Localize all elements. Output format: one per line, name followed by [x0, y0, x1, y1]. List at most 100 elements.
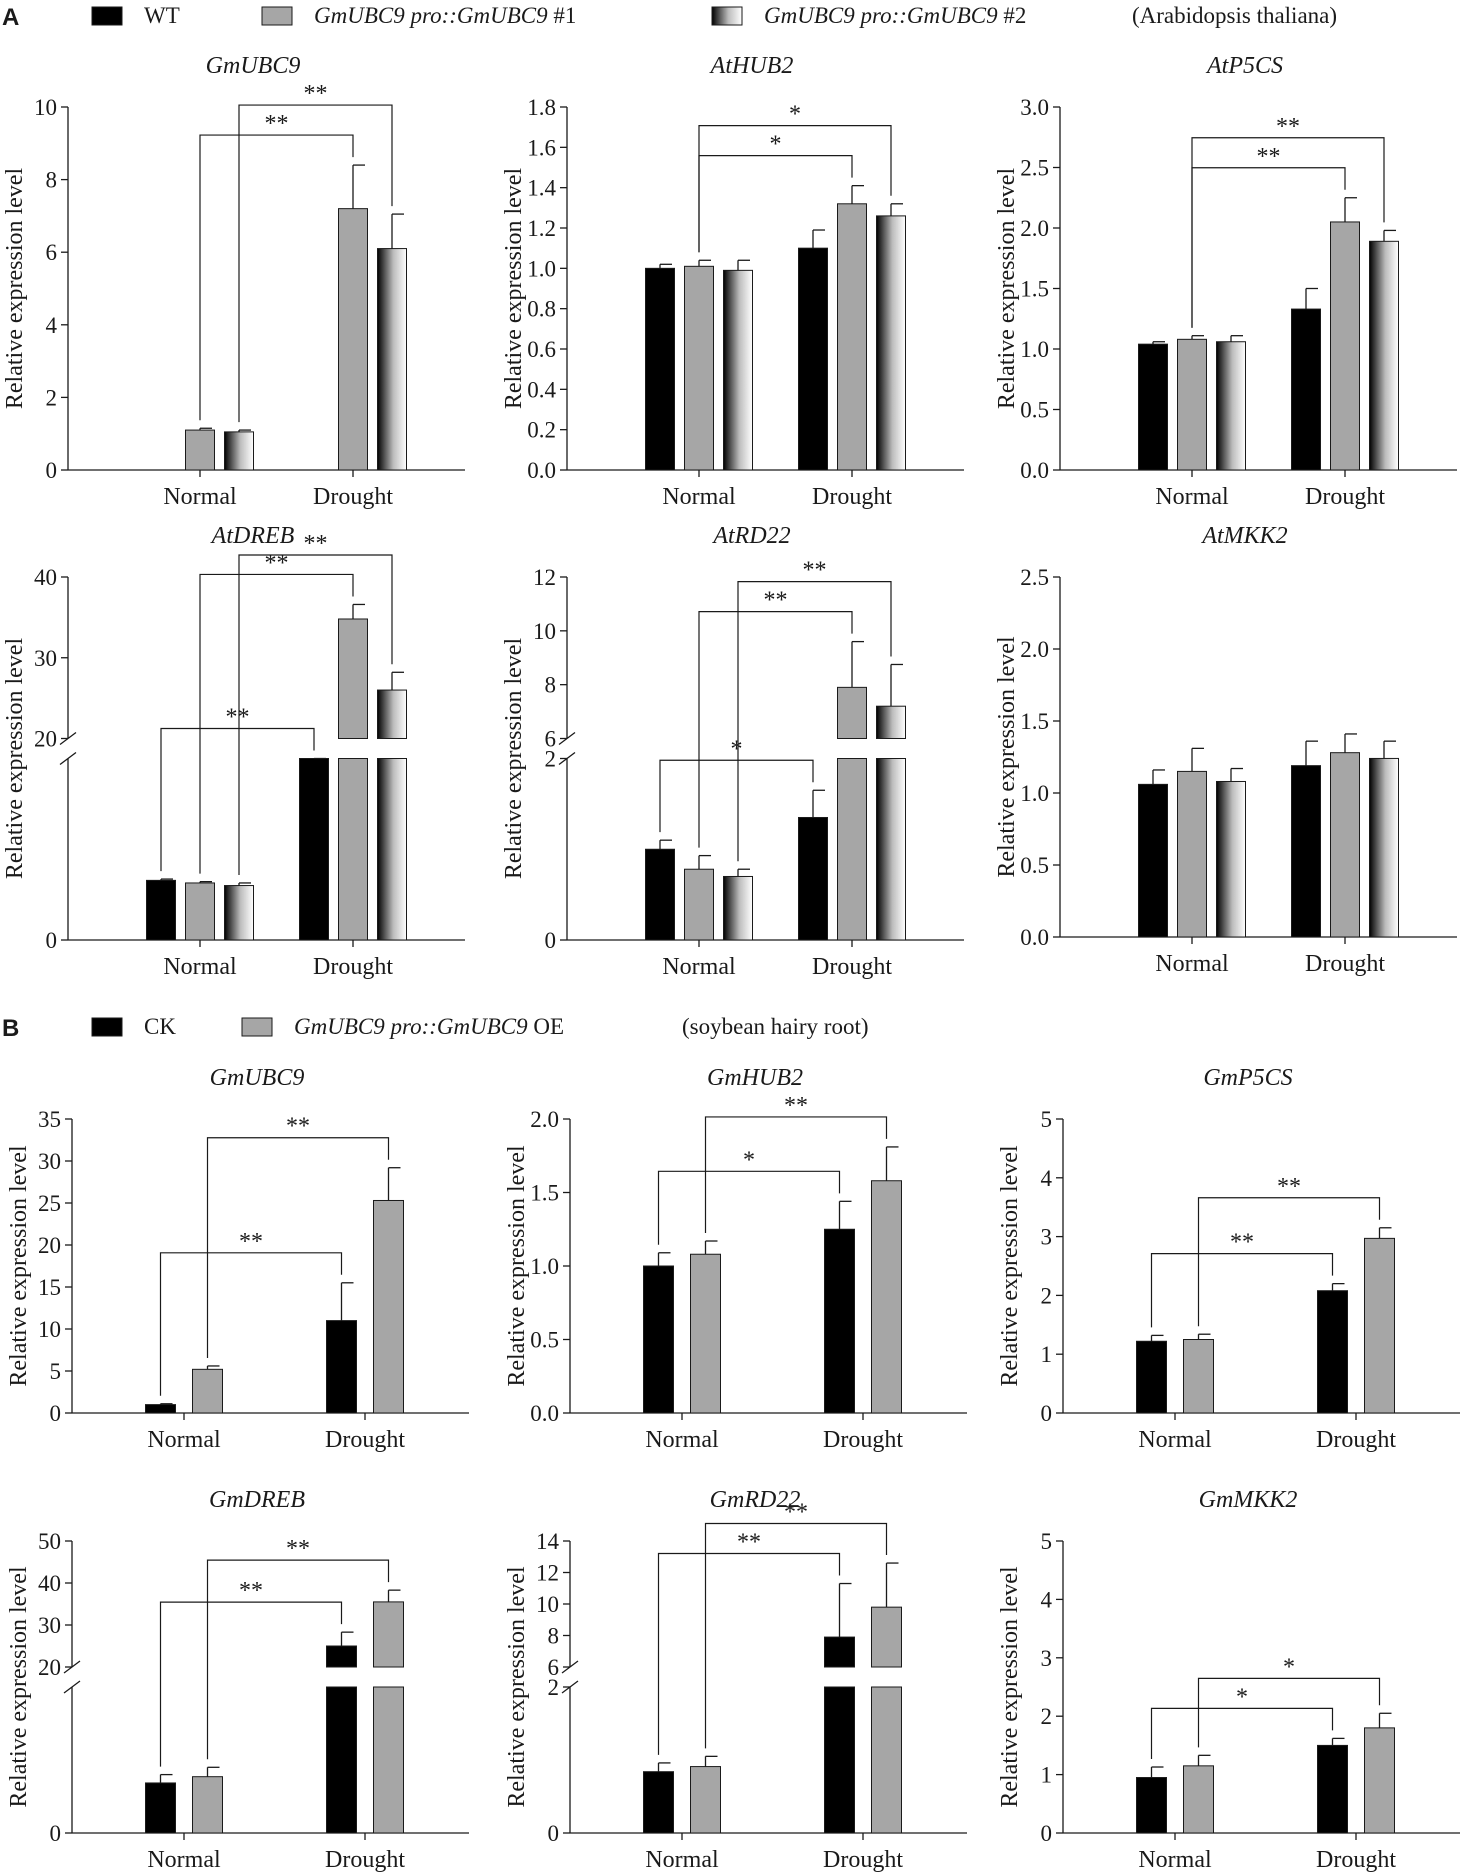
significance-label: * — [1283, 1654, 1295, 1680]
bracket-line — [159, 1601, 343, 1767]
bar — [192, 1368, 223, 1414]
y-tick-label: 14 — [536, 1529, 560, 1554]
significance-label: ** — [764, 588, 788, 614]
bar — [684, 868, 714, 941]
y-tick-label: 6 — [46, 240, 58, 265]
x-tick-label: Normal — [1155, 484, 1229, 510]
bar — [798, 247, 828, 471]
y-tick-label: 12 — [536, 1561, 559, 1586]
significance-label: ** — [1230, 1230, 1254, 1256]
y-tick-label: 2.0 — [530, 1107, 559, 1132]
y-tick-label: 0 — [46, 928, 58, 953]
bar — [643, 1265, 674, 1414]
x-tick-label: Normal — [1138, 1847, 1212, 1873]
significance-label: ** — [1257, 144, 1281, 170]
x-tick-label: Drought — [325, 1847, 405, 1873]
bracket-line — [698, 610, 853, 848]
chart-a-gmubc9: GmUBC9 Relative expression level 0 2 4 6 8 10 No… — [2, 53, 465, 510]
y-tick-label: 2.0 — [1020, 637, 1049, 662]
significance-bracket: ** — [238, 81, 393, 423]
y-tick-label: 0.0 — [527, 458, 556, 483]
y-tick-label: 0.2 — [527, 418, 556, 443]
bracket-line — [737, 580, 892, 862]
y-tick-label: 0.0 — [1020, 458, 1049, 483]
bar — [377, 758, 407, 941]
chart-b-gmrd22: GmRD22 Relative expression level 0 26 8 10 12 1… — [504, 1487, 967, 1873]
y-tick-label: 20 — [38, 1655, 61, 1680]
significance-bracket: ** — [159, 1578, 343, 1767]
significance-bracket: * — [659, 736, 814, 833]
y-tick-label: 50 — [38, 1529, 61, 1554]
bar — [871, 1606, 902, 1668]
significance-bracket: ** — [704, 1500, 888, 1749]
y-tick-label: 0.4 — [527, 377, 556, 402]
x-tick-label: Normal — [147, 1427, 221, 1453]
bar — [643, 1771, 674, 1834]
x-tick-label: Normal — [163, 484, 237, 510]
y-tick-label: 30 — [34, 646, 57, 671]
bar — [377, 689, 407, 739]
bar — [146, 879, 176, 941]
bracket-line — [657, 1552, 841, 1755]
bracket-line — [206, 1137, 390, 1358]
bracket-line — [1150, 1253, 1334, 1328]
significance-label: * — [1236, 1684, 1248, 1710]
x-tick-label: Normal — [645, 1847, 719, 1873]
y-tick-label: 1.0 — [530, 1254, 559, 1279]
panel-letter: B — [2, 1015, 19, 1042]
significance-label: ** — [784, 1093, 808, 1119]
y-tick-label: 3 — [1041, 1646, 1053, 1671]
bar — [1330, 752, 1360, 938]
bar — [645, 267, 675, 471]
bracket-line — [160, 727, 315, 872]
chart-title: GmDREB — [209, 1487, 305, 1513]
x-tick-label: Drought — [1316, 1427, 1396, 1453]
y-tick-label: 4 — [1041, 1587, 1053, 1612]
y-tick-label: 2.5 — [1020, 156, 1049, 181]
bar — [690, 1253, 721, 1414]
chart-title: AtHUB2 — [709, 53, 794, 79]
y-tick-label: 2.5 — [1020, 565, 1049, 590]
chart-b-gmubc9: GmUBC9 Relative expression level 0 5 10 15 20 2… — [6, 1065, 469, 1453]
chart-a-atrd22: AtRD22 Relative expression level 0 26 8 10 12 N… — [501, 523, 964, 980]
bar — [1364, 1727, 1395, 1834]
legend-label: GmUBC9 pro::GmUBC9 #2 — [764, 3, 1026, 28]
y-tick-label: 0.6 — [527, 337, 556, 362]
significance-bracket: ** — [1150, 1230, 1334, 1328]
significance-label: ** — [286, 1114, 310, 1140]
significance-label: ** — [737, 1530, 761, 1556]
significance-label: * — [770, 132, 782, 158]
y-tick-label: 1.5 — [530, 1181, 559, 1206]
bracket-line — [657, 1170, 841, 1245]
significance-bracket: ** — [160, 705, 315, 872]
significance-bracket: ** — [159, 1229, 343, 1396]
x-tick-label: Drought — [823, 1427, 903, 1453]
bar — [338, 758, 368, 941]
y-tick-label: 3 — [1041, 1225, 1053, 1250]
bar — [837, 686, 867, 740]
legend-label: GmUBC9 pro::GmUBC9 #1 — [314, 3, 576, 28]
axis-break-mark — [59, 751, 77, 766]
bracket-line — [704, 1522, 888, 1749]
bar — [871, 1686, 902, 1834]
y-tick-label: 5 — [50, 1359, 62, 1384]
legend-item: WT — [91, 3, 180, 28]
significance-label: ** — [239, 1229, 263, 1255]
y-tick-label: 8 — [545, 673, 557, 698]
x-tick-label: Drought — [1316, 1847, 1396, 1873]
bar — [185, 429, 215, 471]
legend-label-suffix: OE — [528, 1014, 564, 1039]
bar — [1291, 765, 1321, 938]
y-tick-label: 0.8 — [527, 297, 556, 322]
y-tick-label: 10 — [536, 1592, 559, 1617]
bar — [684, 265, 714, 471]
bar — [224, 885, 254, 941]
x-tick-label: Drought — [812, 484, 892, 510]
y-tick-label: 0 — [1041, 1401, 1053, 1426]
chart-a-atmkk2: AtMKK2 Relative expression level 0.0 0.5 1.0… — [994, 523, 1457, 977]
y-axis-label: Relative expression level — [2, 168, 28, 410]
y-axis-label: Relative expression level — [501, 168, 527, 410]
bracket-line — [698, 155, 853, 253]
chart-title: GmP5CS — [1203, 1065, 1292, 1091]
y-tick-label: 0 — [548, 1821, 560, 1846]
